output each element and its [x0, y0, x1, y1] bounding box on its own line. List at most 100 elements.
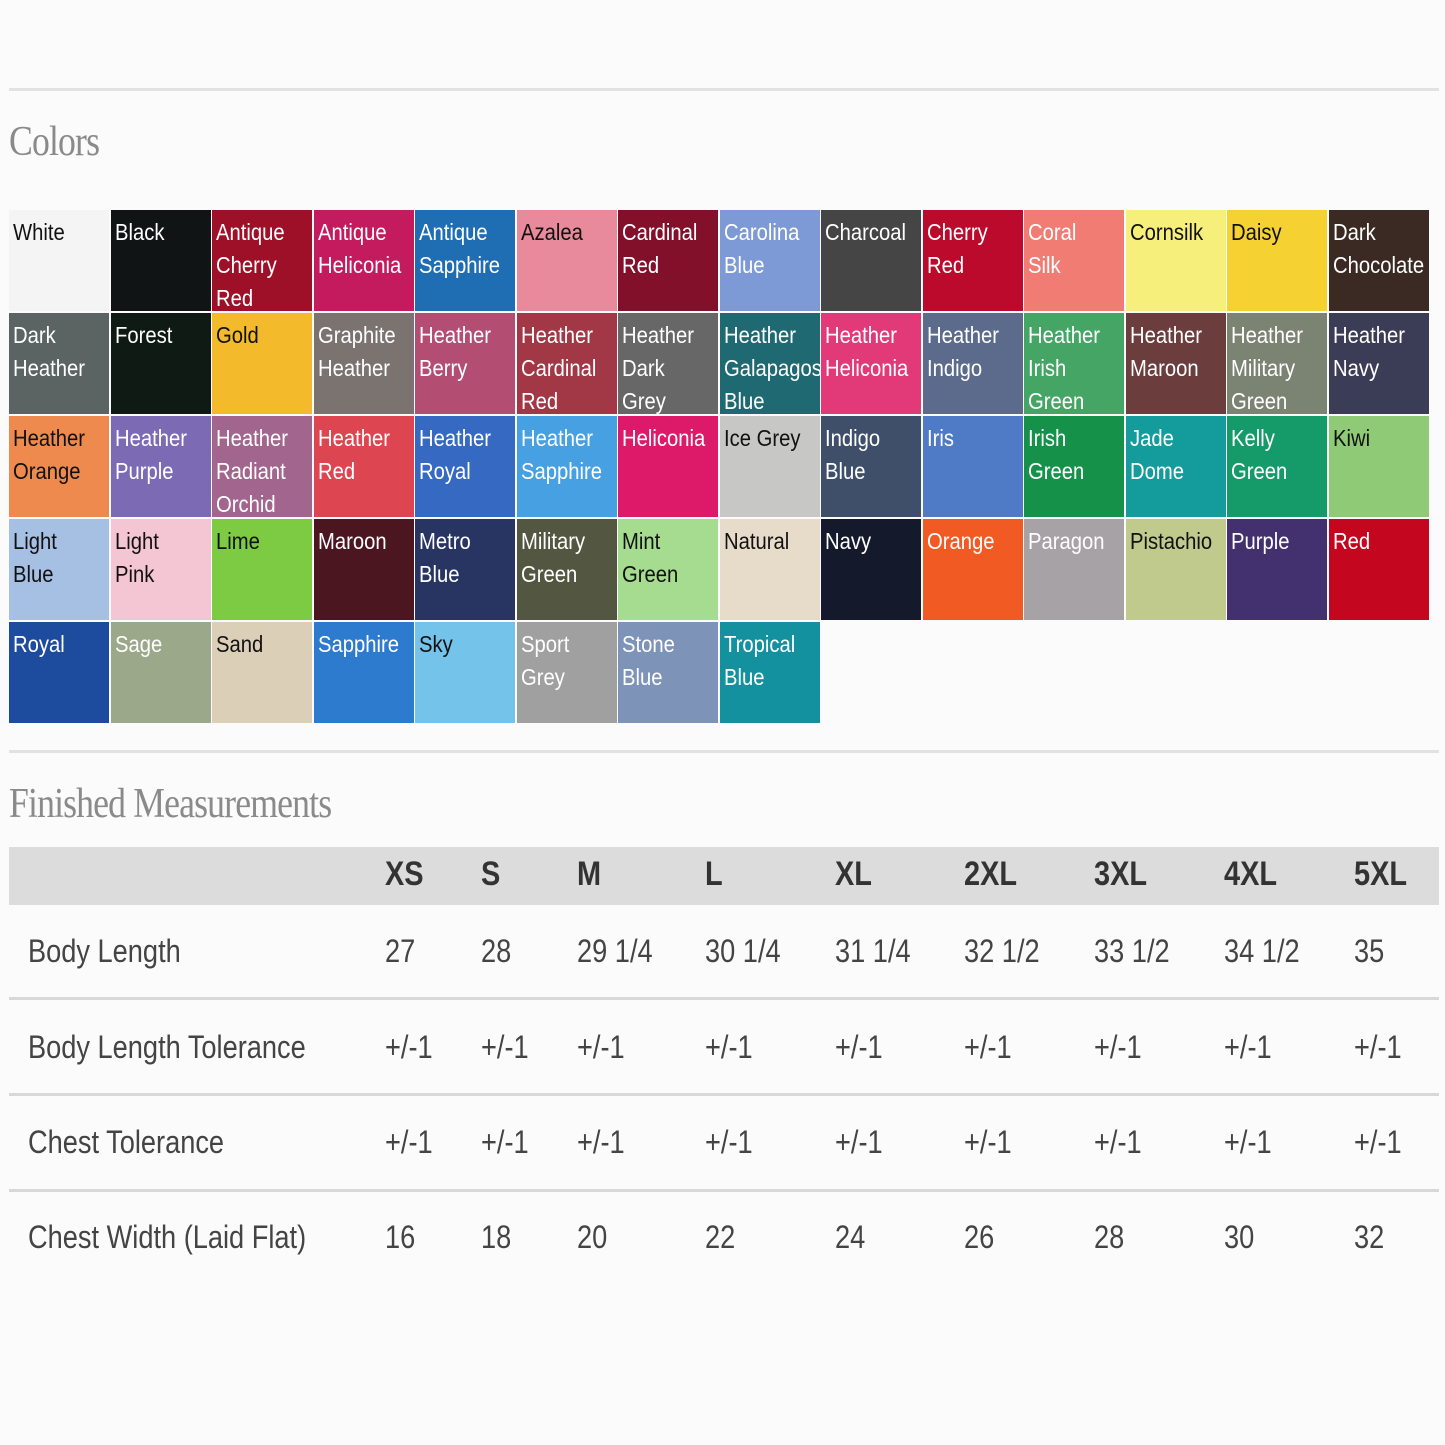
swatch-label: Heather Red [317, 425, 390, 484]
measurement-cell: +/-1 [481, 1124, 529, 1160]
color-swatch: White [9, 210, 109, 311]
swatch-label: Heather Orange [13, 425, 86, 484]
swatch-label: Jade Dome [1129, 425, 1184, 484]
color-swatch: Heather Cardinal Red [516, 313, 617, 414]
swatch-label: Mint Green [622, 528, 679, 587]
measurement-cell: 35 [1354, 933, 1385, 969]
color-swatch: Kelly Green [1227, 416, 1327, 517]
swatch-label: Sand [216, 631, 264, 657]
measurement-cell: +/-1 [1224, 1124, 1272, 1160]
swatch-label: Heather Radiant Orchid [216, 425, 289, 517]
swatch-label: Antique Heliconia [317, 219, 401, 278]
swatch-label: Light Blue [13, 528, 57, 587]
swatch-label: Daisy [1231, 219, 1282, 245]
swatch-label: Kelly Green [1231, 425, 1288, 484]
size-header: XS [385, 855, 424, 893]
color-swatch: Carolina Blue [719, 210, 820, 311]
color-swatch: Indigo Blue [821, 416, 921, 517]
color-swatch: Heather Irish Green [1024, 313, 1124, 414]
color-swatch: Irish Green [1024, 416, 1124, 517]
color-swatch: Maroon [313, 519, 414, 620]
color-swatch: Military Green [516, 519, 617, 620]
measurement-cell: +/-1 [577, 1124, 625, 1160]
color-swatch: Tropical Blue [719, 622, 820, 723]
measurement-cell: +/-1 [385, 1029, 433, 1065]
row-label: Body Length [28, 933, 181, 969]
swatch-label: Cardinal Red [622, 219, 698, 278]
measurement-cell: +/-1 [385, 1124, 433, 1160]
measurement-cell: +/-1 [1354, 1124, 1402, 1160]
swatch-label: Heather Purple [114, 425, 187, 484]
color-swatch: Antique Sapphire [415, 210, 515, 311]
color-swatch: Sapphire [313, 622, 414, 723]
swatch-label: Sage [114, 631, 162, 657]
row-divider [9, 1093, 1439, 1096]
swatch-label: Ice Grey [723, 425, 800, 451]
swatch-label: Dark Heather [13, 322, 86, 381]
swatch-label: Lime [216, 528, 260, 554]
swatch-label: Antique Cherry Red [216, 219, 285, 311]
color-swatch: Cardinal Red [618, 210, 718, 311]
color-swatch: Sage [110, 622, 211, 723]
swatch-label: Sport Grey [520, 631, 569, 690]
color-swatch: Dark Heather [9, 313, 109, 414]
color-swatch: Black [110, 210, 211, 311]
swatch-label: Heather Royal [419, 425, 492, 484]
divider [9, 750, 1439, 753]
size-header: XL [835, 855, 872, 893]
color-swatch: Gold [212, 313, 312, 414]
measurement-cell: 33 1/2 [1094, 933, 1170, 969]
swatch-label: Natural [723, 528, 789, 554]
measurement-cell: 30 1/4 [705, 933, 781, 969]
color-swatch: Sport Grey [516, 622, 617, 723]
color-swatch: Dark Chocolate [1328, 210, 1429, 311]
color-swatch: Charcoal [821, 210, 921, 311]
color-swatch: Heather Radiant Orchid [212, 416, 312, 517]
swatch-label: Cherry Red [926, 219, 988, 278]
swatch-label: Paragon [1028, 528, 1105, 554]
swatch-label: Irish Green [1028, 425, 1085, 484]
measurement-cell: +/-1 [1094, 1029, 1142, 1065]
color-swatch: Antique Heliconia [313, 210, 414, 311]
swatch-label: Antique Sapphire [419, 219, 501, 278]
measurement-cell: +/-1 [835, 1124, 883, 1160]
size-header: S [481, 855, 501, 893]
measurement-cell: 16 [385, 1219, 416, 1255]
swatch-label: Heather Galapagos Blue [723, 322, 820, 414]
swatch-label: Heather Irish Green [1028, 322, 1101, 414]
divider [9, 88, 1439, 91]
color-swatch: Cornsilk [1125, 210, 1226, 311]
swatch-label: Heather Military Green [1231, 322, 1304, 414]
swatch-label: Maroon [317, 528, 387, 554]
color-swatch: Iris [922, 416, 1023, 517]
color-swatch: Light Pink [110, 519, 211, 620]
color-swatch: Cherry Red [922, 210, 1023, 311]
measurement-cell: 28 [1094, 1219, 1125, 1255]
color-swatch: Heather Sapphire [516, 416, 617, 517]
swatch-label: Dark Chocolate [1332, 219, 1424, 278]
row-label: Chest Width (Laid Flat) [28, 1219, 307, 1255]
measurement-cell: 20 [577, 1219, 608, 1255]
measurement-cell: +/-1 [705, 1029, 753, 1065]
size-header: 3XL [1094, 855, 1148, 893]
swatch-label: Purple [1231, 528, 1290, 554]
swatch-label: Navy [825, 528, 872, 554]
measurements-title: Finished Measurements [9, 781, 332, 827]
color-swatch: Red [1328, 519, 1429, 620]
row-divider [9, 997, 1439, 1000]
swatch-label: Tropical Blue [723, 631, 795, 690]
color-swatch: Pistachio [1125, 519, 1226, 620]
color-swatch: Antique Cherry Red [212, 210, 312, 311]
swatch-label: Charcoal [825, 219, 907, 245]
swatch-label: Indigo Blue [825, 425, 881, 484]
color-swatch: Azalea [516, 210, 617, 311]
color-swatch: Metro Blue [415, 519, 515, 620]
color-swatch: Heather Maroon [1125, 313, 1226, 414]
color-swatch: Heather Indigo [922, 313, 1023, 414]
swatch-label: Heather Navy [1332, 322, 1405, 381]
color-swatch: Kiwi [1328, 416, 1429, 517]
swatch-label: Heather Sapphire [520, 425, 602, 484]
color-swatch: Graphite Heather [313, 313, 414, 414]
swatch-label: Royal [13, 631, 65, 657]
measurement-cell: +/-1 [835, 1029, 883, 1065]
